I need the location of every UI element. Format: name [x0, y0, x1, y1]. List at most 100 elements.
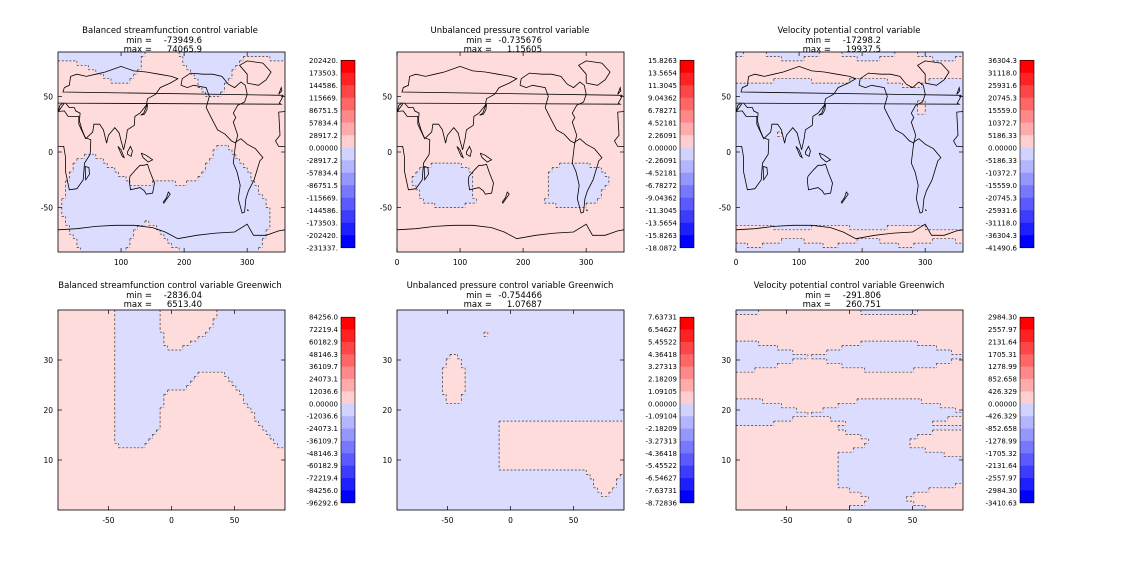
field-cell: [62, 123, 66, 128]
field-cell: [518, 190, 522, 195]
field-cell: [81, 136, 85, 141]
field-cell: [130, 239, 134, 244]
field-cell: [198, 96, 202, 101]
field-cell: [202, 243, 206, 248]
field-cell: [175, 172, 179, 177]
field-cell: [613, 132, 617, 137]
colorbar-label: -231337.: [307, 244, 338, 252]
field-cell: [198, 163, 202, 168]
field-cell: [605, 88, 609, 93]
field-cell: [541, 65, 545, 70]
field-cell: [533, 105, 537, 110]
field-cell: [571, 194, 575, 199]
field-cell: [187, 190, 191, 195]
field-cell: [552, 145, 556, 150]
field-cell: [397, 119, 401, 124]
field-cell: [605, 136, 609, 141]
field-cell: [277, 185, 281, 190]
field-cell: [194, 212, 198, 217]
field-cell: [236, 110, 240, 115]
field-cell: [100, 132, 104, 137]
field-cell: [442, 105, 446, 110]
field-cell: [115, 234, 119, 239]
field-cell: [601, 105, 605, 110]
field-cell: [172, 128, 176, 133]
field-cell: [473, 52, 477, 57]
field-cell: [103, 150, 107, 155]
field-cell: [416, 150, 420, 155]
field-cell: [183, 145, 187, 150]
field-cell: [236, 154, 240, 159]
colorbar-block: [341, 135, 355, 148]
colorbar-label: 0.00000: [309, 144, 338, 152]
field-cell: [259, 88, 263, 93]
field-cell: [69, 159, 73, 164]
field-cell: [412, 154, 416, 159]
field-cell: [473, 83, 477, 88]
field-cell: [412, 79, 416, 84]
field-cell: [465, 194, 469, 199]
field-cell: [518, 154, 522, 159]
field-cell: [137, 136, 141, 141]
field-cell: [259, 225, 263, 230]
field-cell: [397, 163, 401, 168]
field-cell: [469, 141, 473, 146]
field-cell: [62, 132, 66, 137]
field-cell: [73, 150, 77, 155]
field-cell: [594, 203, 598, 208]
field-cell: [156, 221, 160, 226]
field-cell: [190, 52, 194, 57]
field-cell: [563, 105, 567, 110]
field-cell: [454, 119, 458, 124]
field-cell: [454, 61, 458, 66]
field-cell: [96, 83, 100, 88]
field-cell: [560, 101, 564, 106]
field-cell: [522, 168, 526, 173]
field-cell: [69, 208, 73, 213]
field-cell: [243, 172, 247, 177]
field-cell: [183, 172, 187, 177]
field-cell: [224, 96, 228, 101]
field-cell: [545, 145, 549, 150]
field-cell: [405, 65, 409, 70]
field-cell: [439, 56, 443, 61]
field-cell: [134, 74, 138, 79]
field-cell: [84, 185, 88, 190]
field-cell: [81, 110, 85, 115]
field-cell: [126, 159, 130, 164]
field-cell: [412, 92, 416, 97]
field-cell: [450, 176, 454, 181]
field-cell: [130, 88, 134, 93]
field-cell: [439, 203, 443, 208]
field-cell: [187, 88, 191, 93]
field-cell: [172, 52, 176, 57]
field-cell: [616, 181, 620, 186]
field-cell: [270, 159, 274, 164]
field-cell: [77, 208, 81, 213]
field-cell: [563, 194, 567, 199]
field-cell: [420, 141, 424, 146]
field-cell: [454, 96, 458, 101]
field-cell: [209, 88, 213, 93]
field-cell: [522, 101, 526, 106]
field-cell: [149, 52, 153, 57]
field-cell: [217, 110, 221, 115]
field-cell: [605, 150, 609, 155]
field-cell: [73, 208, 77, 213]
field-cell: [73, 199, 77, 204]
field-cell: [149, 61, 153, 66]
field-cell: [601, 190, 605, 195]
field-cell: [92, 212, 96, 217]
field-cell: [598, 96, 602, 101]
field-cell: [107, 239, 111, 244]
field-cell: [251, 172, 255, 177]
field-cell: [560, 185, 564, 190]
field-cell: [270, 181, 274, 186]
field-cell: [446, 168, 450, 173]
field-cell: [221, 194, 225, 199]
field-cell: [156, 194, 160, 199]
field-cell: [412, 123, 416, 128]
field-cell: [507, 61, 511, 66]
field-cell: [96, 74, 100, 79]
field-cell: [164, 208, 168, 213]
